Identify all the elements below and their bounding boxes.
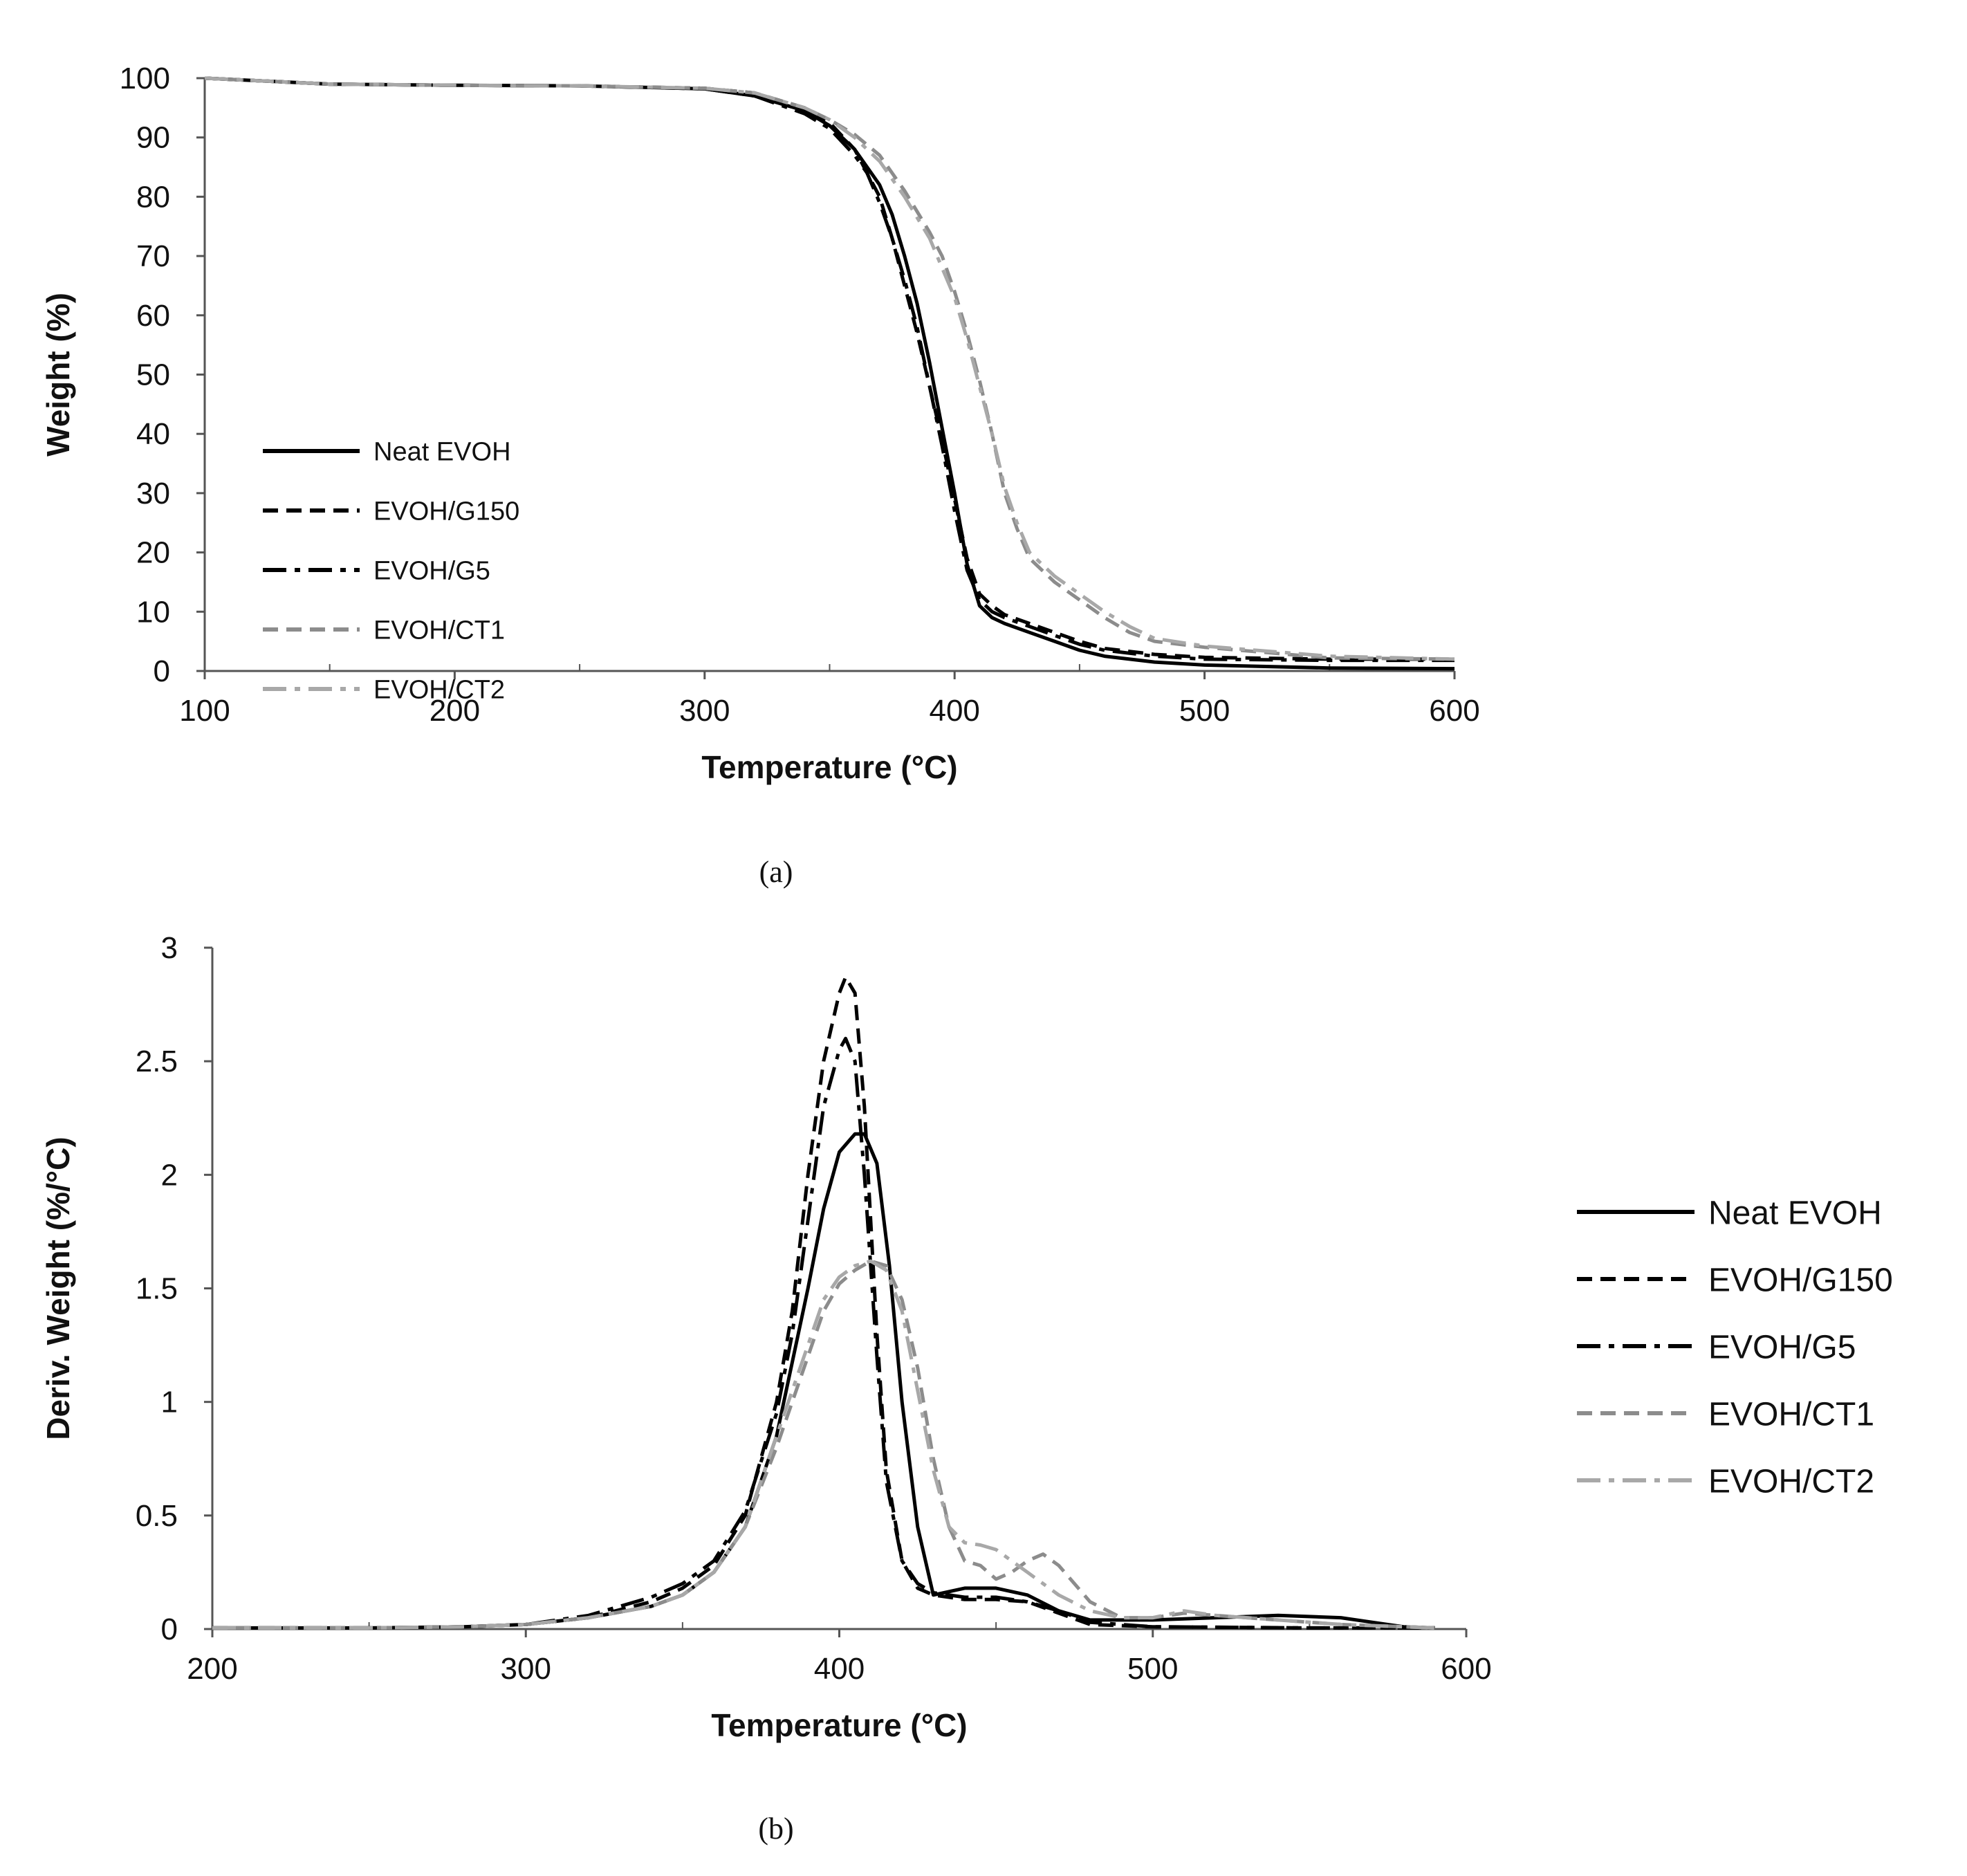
y-tick-label: 2.5 [136,1045,178,1078]
y-tick-label: 0.5 [136,1499,178,1533]
y-tick-label: 10 [136,595,170,629]
y-tick-label: 20 [136,536,170,570]
legend-label: EVOH/G5 [1708,1329,1856,1365]
series-line-evoh-ct2 [204,76,1455,661]
y-axis-title: Weight (%) [40,293,76,457]
legend-label: EVOH/G150 [373,497,519,526]
x-tick-label: 200 [430,694,480,728]
legend-label: EVOH/CT2 [373,676,505,705]
y-tick-label: 0 [161,1612,178,1646]
x-tick-label: 500 [1127,1652,1178,1686]
legend-label: Neat EVOH [373,438,511,467]
series-line-evoh-g150 [212,975,1435,1630]
y-axis-title: Deriv. Weight (%/°C) [40,1137,76,1440]
series-line-neat-evoh [212,1132,1435,1630]
caption-b: (b) [758,1812,793,1846]
series-line-evoh-ct2 [212,1259,1435,1630]
y-tick-label: 90 [136,121,170,155]
series-line-evoh-ct1 [212,1259,1435,1630]
panel-b-chart: 200 300 400 500 600 0 0.5 1 1.5 2 2.5 3 Temperature … [40,931,1893,1743]
y-tick-label: 70 [136,239,170,273]
y-tick-label: 0 [154,654,170,688]
legend-label: EVOH/G5 [373,557,490,586]
legend-label: EVOH/CT2 [1708,1463,1874,1500]
x-tick-label: 600 [1441,1652,1491,1686]
y-tick-label: 50 [136,358,170,392]
x-tick-label: 200 [187,1652,237,1686]
caption-a: (a) [759,855,793,889]
y-tick-label: 60 [136,299,170,333]
y-tick-label: 3 [161,931,178,965]
x-axis-title: Temperature (°C) [701,749,957,785]
legend-label: Neat EVOH [1708,1195,1882,1231]
series-line-evoh-g5 [212,1036,1435,1630]
legend-label: EVOH/CT1 [1708,1396,1874,1433]
series-line-evoh-g5 [204,76,1455,663]
x-tick-label: 500 [1179,694,1230,728]
y-tick-label: 2 [161,1158,178,1192]
x-tick-label: 600 [1429,694,1479,728]
x-tick-label: 300 [501,1652,551,1686]
x-tick-label: 100 [179,694,230,728]
y-tick-label: 1.5 [136,1272,178,1306]
legend-label: EVOH/G150 [1708,1262,1893,1298]
x-tick-label: 400 [929,694,979,728]
x-tick-label: 300 [679,694,730,728]
x-axis-title: Temperature (°C) [711,1707,967,1743]
x-tick-label: 400 [814,1652,865,1686]
legend-label: EVOH/CT1 [373,616,505,645]
panel-a-chart: 100 200 300 400 500 600 0 10 20 30 40 50 60 70 80 90 100… [40,62,1480,785]
y-tick-label: 1 [161,1386,178,1419]
y-tick-label: 100 [120,62,170,95]
y-tick-label: 80 [136,180,170,214]
y-tick-label: 40 [136,417,170,451]
y-tick-label: 30 [136,477,170,511]
